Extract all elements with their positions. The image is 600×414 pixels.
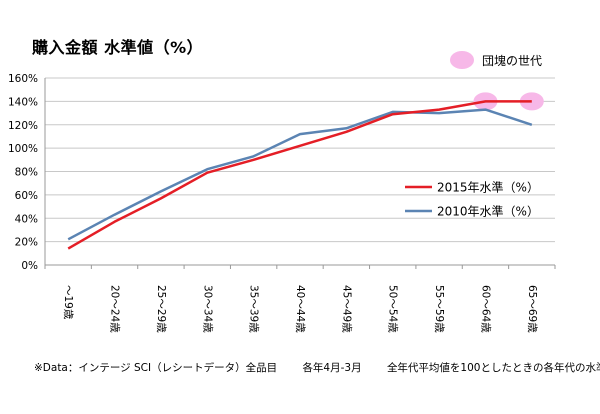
y-tick-label: 100% (8, 143, 38, 155)
series-lines (67, 100, 533, 250)
y-tick-label: 20% (15, 237, 38, 249)
footnote-data-source: ※Data：インテージ SCI（レシートデータ）全品目 (34, 362, 278, 374)
x-tick-label: 35～39歳 (248, 285, 260, 333)
y-tick-label: 80% (15, 167, 38, 179)
footnote-note: 全年代平均値を100としたときの各年代の水準値 (386, 362, 600, 374)
footnote: ※Data：インテージ SCI（レシートデータ）全品目 各年4月-3月 全年代平… (34, 360, 600, 375)
highlight-marker (519, 92, 544, 111)
series-line (67, 100, 532, 250)
x-tick-label: 60～64歳 (479, 285, 491, 333)
x-tick-label: 40～44歳 (294, 285, 306, 333)
x-tick-label: 25～29歳 (155, 285, 167, 333)
y-axis-ticks: 0% 20% 40% 60% 80% 100% 120% 140% 160% (8, 73, 38, 272)
x-tick-label: 55～59歳 (433, 285, 445, 333)
x-axis-ticks: ～19歳 20～24歳 25～29歳 30～34歳 35～39歳 40～44歳 45～49歳… (62, 285, 538, 333)
highlight-legend-label: 団塊の世代 (482, 53, 542, 68)
x-tick-label: 50～54歳 (387, 285, 399, 333)
x-tick-label: ～19歳 (62, 285, 74, 320)
legend-label: 2015年水準（%） (437, 180, 539, 195)
x-tick-label: 20～24歳 (109, 285, 121, 333)
x-tick-label: 30～34歳 (201, 285, 213, 333)
y-tick-label: 140% (8, 96, 38, 108)
x-tick-label: 65～69歳 (526, 285, 538, 333)
y-tick-label: 120% (8, 120, 38, 132)
y-tick-label: 40% (15, 213, 38, 225)
y-tick-label: 60% (15, 190, 38, 202)
footnote-period: 各年4月-3月 (302, 362, 362, 374)
x-tick-label: 45～49歳 (340, 285, 352, 333)
series-line (67, 108, 533, 241)
legend-label: 2010年水準（%） (437, 204, 539, 219)
y-tick-label: 160% (8, 73, 38, 85)
highlight-legend-marker (450, 51, 474, 69)
legend: 団塊の世代 2015年水準（%） 2010年水準（%） (405, 51, 542, 219)
chart-title: 購入金額 水準値（%） (32, 38, 204, 57)
grid-lines (44, 77, 556, 269)
y-tick-label: 0% (21, 260, 38, 272)
